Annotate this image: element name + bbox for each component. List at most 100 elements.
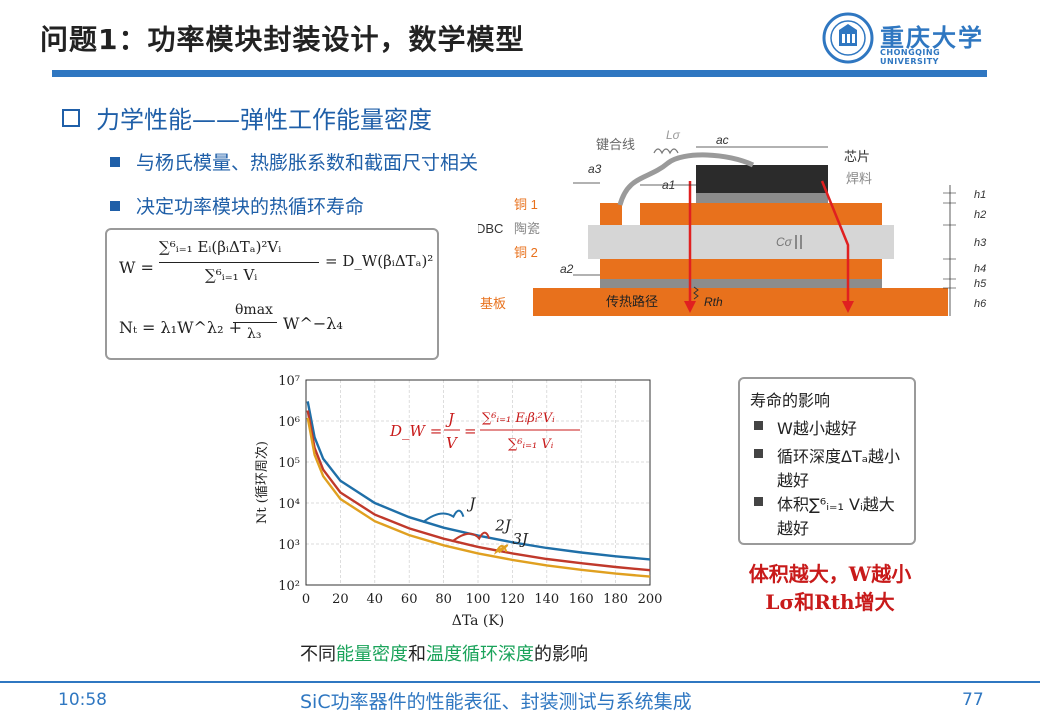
copper2-layer xyxy=(600,259,882,279)
chart-y-tick-label: 10³ xyxy=(278,538,300,553)
chart-series-label: 2J xyxy=(494,517,512,535)
formula-nt-tail: W^−λ₄ xyxy=(283,314,343,333)
label-substrate: 基板 xyxy=(480,296,506,311)
arrow-head-icon xyxy=(684,301,696,313)
formula-nt-lhs: Nₜ = λ₁W^λ₂ + xyxy=(119,318,242,337)
chart-x-tick-label: 40 xyxy=(367,592,384,607)
label-ceramic: 陶瓷 xyxy=(514,221,540,236)
chart-x-tick-label: 160 xyxy=(569,592,594,607)
chart-caption: 不同能量密度和温度循环深度的影响 xyxy=(300,640,588,666)
label-h2: h2 xyxy=(974,209,986,221)
chart-y-tick-label: 10⁵ xyxy=(278,456,300,471)
chart-y-tick-label: 10⁴ xyxy=(278,497,300,512)
life-item: 循环深度ΔTₐ越小越好 xyxy=(750,443,900,491)
inductance-coil-icon xyxy=(653,148,679,155)
life-item: 体积∑⁶ᵢ₌₁ Vᵢ越大越好 xyxy=(750,491,900,539)
series-label-leader xyxy=(451,531,491,543)
label-h6: h6 xyxy=(974,298,987,310)
caption-highlight: 温度循环深度 xyxy=(426,644,534,665)
chip-solder xyxy=(696,193,828,203)
label-a-c: ac xyxy=(716,133,729,147)
label-a-1: a1 xyxy=(662,178,675,192)
label-a-3: a3 xyxy=(588,162,602,176)
label-bond-wire: 键合线 xyxy=(596,137,635,152)
bullet-text: 决定功率模块的热循环寿命 xyxy=(136,196,365,218)
bullet-item: 与杨氏模量、热膨胀系数和截面尺寸相关 xyxy=(110,148,478,175)
formula-nt-frac-num: θmax xyxy=(235,302,273,318)
label-h3: h3 xyxy=(974,237,987,249)
chart-series-line xyxy=(306,401,651,561)
chart-y-tick-label: 10⁷ xyxy=(278,374,300,389)
chart-x-tick-label: 80 xyxy=(435,592,452,607)
fraction-bar xyxy=(159,262,319,263)
chart-series-label: J xyxy=(466,495,476,513)
university-seal-icon xyxy=(822,12,874,64)
square-bullet-icon xyxy=(754,421,763,430)
life-influence-box: 寿命的影响 W越小越好 循环深度ΔTₐ越小越好 体积∑⁶ᵢ₌₁ Vᵢ越大越好 xyxy=(738,377,916,545)
label-h5: h5 xyxy=(974,278,987,290)
footer-title: SiC功率器件的性能表征、封装测试与系统集成 xyxy=(300,691,692,713)
university-logo: 重庆大学 CHONGQING UNIVERSITY xyxy=(822,12,992,66)
life-item-text: 循环深度ΔTₐ越小越好 xyxy=(777,447,900,490)
copper1-layer xyxy=(640,203,882,225)
label-copper1: 铜 1 xyxy=(514,197,538,212)
conclusion-line: Lσ和Rth增大 xyxy=(765,590,895,614)
chart-x-tick-label: 0 xyxy=(302,592,310,607)
conclusion-line: 体积越大，W越小 xyxy=(748,562,912,586)
label-h1: h1 xyxy=(974,189,986,201)
heat-path-arrow xyxy=(820,180,850,307)
life-item: W越小越好 xyxy=(750,415,857,439)
substrate-layer xyxy=(533,288,948,316)
series-label-leader xyxy=(422,509,465,523)
formula-box: W = ∑⁶ᵢ₌₁ Eᵢ(βᵢΔTₐ)²Vᵢ ∑⁶ᵢ₌₁ Vᵢ = D_W(βᵢ… xyxy=(105,228,439,360)
dw-formula-v: V xyxy=(446,434,459,452)
caption-highlight: 能量密度 xyxy=(336,644,408,665)
label-h4: h4 xyxy=(974,263,986,275)
solder-layer-bottom xyxy=(600,279,882,288)
bullet-text: 与杨氏模量、热膨胀系数和截面尺寸相关 xyxy=(136,152,479,174)
section-heading-text: 力学性能——弹性工作能量密度 xyxy=(96,106,432,134)
label-solder: 焊料 xyxy=(846,171,872,186)
caption-text: 不同 xyxy=(300,644,336,665)
chart-y-tick-label: 10⁶ xyxy=(278,415,300,430)
chip xyxy=(696,165,828,193)
dw-formula-lhs: D_W = xyxy=(389,422,442,440)
square-bullet-icon xyxy=(754,497,763,506)
caption-text: 的影响 xyxy=(534,644,588,665)
chart-x-tick-label: 20 xyxy=(332,592,349,607)
square-bullet-icon xyxy=(110,200,120,211)
section-heading: 力学性能——弹性工作能量密度 xyxy=(62,100,432,135)
module-cross-section-diagram: 键合线 Lσ ac a3 a1 a2 芯片 焊料 DBC 铜 1 陶瓷 铜 2 … xyxy=(478,128,987,316)
label-chip: 芯片 xyxy=(844,149,870,164)
chart-x-tick-label: 180 xyxy=(603,592,628,607)
university-name: 重庆大学 xyxy=(880,23,984,52)
dw-formula-eq: = xyxy=(464,422,477,440)
dw-formula-j: J xyxy=(445,410,455,428)
life-item-text: W越小越好 xyxy=(777,419,857,438)
copper1-left-pad xyxy=(600,203,622,225)
label-copper2: 铜 2 xyxy=(514,245,538,260)
label-heat-path: 传热路径 xyxy=(606,294,658,309)
dw-formula: D_W = J V = ∑⁶ᵢ₌₁ Eᵢβᵢ²Vᵢ ∑⁶ᵢ₌₁ Vᵢ xyxy=(389,410,580,452)
chart-x-tick-label: 140 xyxy=(534,592,559,607)
fraction-bar xyxy=(233,322,277,323)
page-number: 77 xyxy=(962,690,984,710)
formula-w-numerator: ∑⁶ᵢ₌₁ Eᵢ(βᵢΔTₐ)²Vᵢ xyxy=(159,238,282,256)
formula-nt-frac-den: λ₃ xyxy=(247,326,262,342)
label-c-sigma: Cσ xyxy=(776,235,793,249)
formula-w-denominator: ∑⁶ᵢ₌₁ Vᵢ xyxy=(205,266,258,284)
chart-tick-labels: 0 20 40 60 80 100 120 140 160 180 200 10² 10³ 10⁴ 10⁵ 1… xyxy=(278,374,662,607)
label-l-sigma: Lσ xyxy=(666,128,681,142)
dw-formula-num: ∑⁶ᵢ₌₁ Eᵢβᵢ²Vᵢ xyxy=(482,411,555,426)
label-r-th: Rth xyxy=(704,295,723,309)
series-label-leader xyxy=(493,544,509,555)
slide-title: 问题1：功率模块封装设计，数学模型 xyxy=(40,23,525,56)
bullet-item: 决定功率模块的热循环寿命 xyxy=(110,192,364,219)
chart-y-axis-label: Nt (循环周次) xyxy=(254,441,270,524)
footer-time: 10:58 xyxy=(58,690,107,710)
university-name-en: CHONGQING UNIVERSITY xyxy=(880,48,941,66)
label-a-2: a2 xyxy=(560,262,574,276)
chart-series-line xyxy=(306,417,651,578)
caption-text: 和 xyxy=(408,644,426,665)
